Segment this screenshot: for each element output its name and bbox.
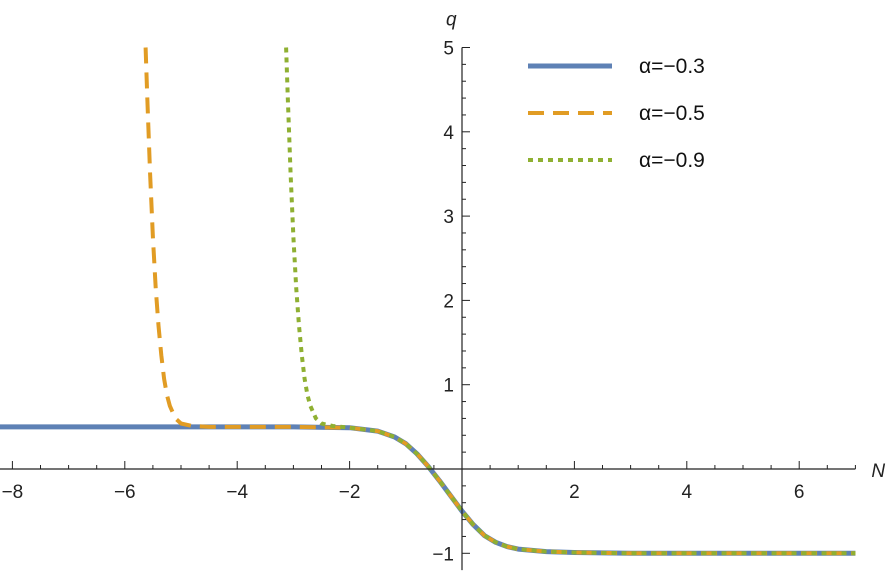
series-line: [143, 47, 856, 556]
x-axis-title: N: [871, 461, 885, 482]
legend: α=−0.3 α=−0.5 α=−0.9: [528, 55, 705, 172]
legend-label: α=−0.3: [639, 55, 705, 78]
y-tick-label: −1: [432, 544, 454, 565]
x-tick-label: −6: [114, 482, 136, 503]
y-tick-label: 2: [443, 291, 454, 312]
legend-label: α=−0.5: [639, 102, 705, 125]
axes: −8 −6 −4 −2 2 4 6 −1 1 2 3 4 5 N q: [0, 10, 885, 571]
series-lines: [0, 47, 856, 556]
x-tick-label: 6: [794, 482, 805, 503]
y-tick-label: 4: [443, 123, 454, 144]
y-axis-title: q: [446, 10, 457, 31]
y-tick-label: 3: [443, 207, 454, 228]
tick-labels: −8 −6 −4 −2 2 4 6 −1 1 2 3 4 5: [2, 39, 805, 566]
x-tick-label: −8: [2, 482, 24, 503]
tick-marks: [11, 47, 856, 554]
x-tick-label: −2: [339, 482, 361, 503]
x-tick-label: 2: [569, 482, 580, 503]
y-tick-label: 1: [443, 376, 454, 397]
x-tick-label: −4: [226, 482, 248, 503]
series-line: [284, 47, 856, 556]
x-tick-label: 4: [682, 482, 693, 503]
y-tick-label: 5: [443, 39, 454, 60]
legend-label: α=−0.9: [639, 149, 705, 172]
